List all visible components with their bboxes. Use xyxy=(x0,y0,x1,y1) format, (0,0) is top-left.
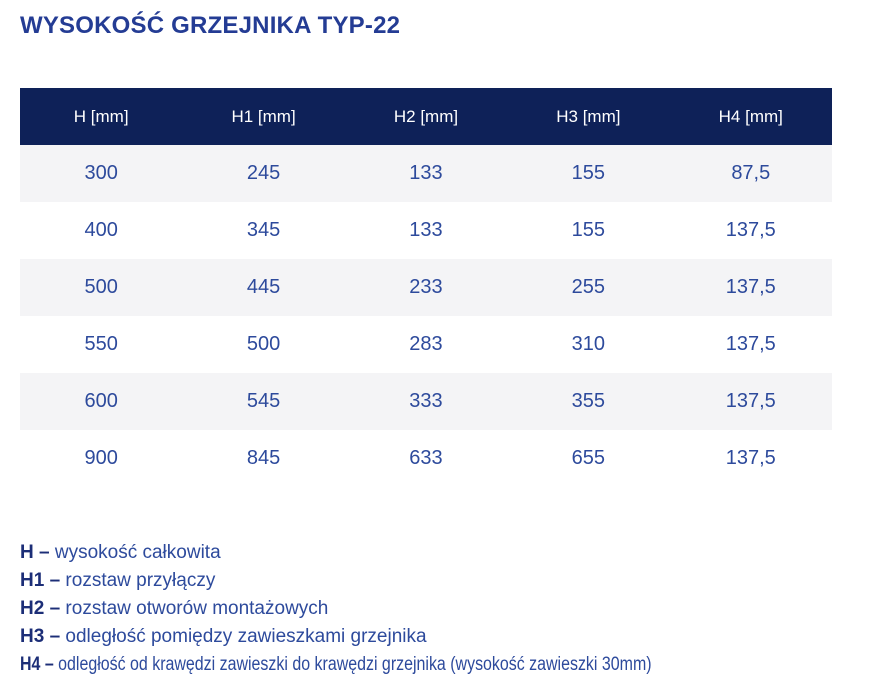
table-cell: 845 xyxy=(246,447,281,469)
table-row: 550 500 283 310 137,5 xyxy=(20,316,832,373)
table-cell: 333 xyxy=(409,390,443,412)
legend-definition: rozstaw otworów montażowych xyxy=(65,598,329,619)
table-cell: 633 xyxy=(409,447,443,469)
table-cell: 900 xyxy=(84,447,118,469)
table-cell: 155 xyxy=(571,162,606,184)
table-row: 400 345 133 155 137,5 xyxy=(20,202,832,259)
legend-term: H2 – xyxy=(20,598,61,619)
column-header-h: H [mm] xyxy=(73,106,129,126)
table-cell: 245 xyxy=(246,162,281,184)
table-cell: 137,5 xyxy=(725,390,776,412)
column-header-h2: H2 [mm] xyxy=(393,106,459,126)
legend-term: H3 – xyxy=(20,626,61,647)
column-header-h4: H4 [mm] xyxy=(718,106,783,126)
table-cell: 500 xyxy=(84,276,118,298)
table-cell: 550 xyxy=(84,333,118,355)
table-cell: 133 xyxy=(409,162,443,184)
table-cell: 355 xyxy=(571,390,606,412)
table-row: 600 545 333 355 137,5 xyxy=(20,373,832,430)
table-row: 500 445 233 255 137,5 xyxy=(20,259,832,316)
table-row: 900 845 633 655 137,5 xyxy=(20,430,832,487)
legend-item: H4 – odległość od krawędzi zawieszki do … xyxy=(20,651,652,679)
table-cell: 133 xyxy=(409,219,443,241)
table-cell: 137,5 xyxy=(725,333,776,355)
legend-item: H3 – odległość pomiędzy zawieszkami grze… xyxy=(20,623,870,651)
table-cell: 255 xyxy=(571,276,606,298)
table-cell: 600 xyxy=(84,390,118,412)
table-cell: 155 xyxy=(571,219,606,241)
dimensions-table: H [mm] H1 [mm] H2 [mm] H3 [mm] H4 [mm] 3… xyxy=(20,88,832,487)
legend-definition: odległość pomiędzy zawieszkami grzejnika xyxy=(65,626,427,647)
table-cell: 655 xyxy=(571,447,606,469)
table-cell: 137,5 xyxy=(725,447,776,469)
table-cell: 545 xyxy=(246,390,281,412)
table-cell: 310 xyxy=(571,333,606,355)
legend-definition: odległość od krawędzi zawieszki do krawę… xyxy=(58,654,652,675)
table-cell: 137,5 xyxy=(725,276,776,298)
page-title: WYSOKOŚĆ GRZEJNIKA TYP-22 xyxy=(20,12,401,39)
column-header-h1: H1 [mm] xyxy=(231,106,296,126)
table-cell: 400 xyxy=(84,219,118,241)
table-body: 300 245 133 155 87,5 400 345 133 155 137… xyxy=(20,145,832,487)
table-cell: 445 xyxy=(246,276,281,298)
column-header-h3: H3 [mm] xyxy=(556,106,621,126)
header-row: H [mm] H1 [mm] H2 [mm] H3 [mm] H4 [mm] xyxy=(20,88,832,145)
table-cell: 345 xyxy=(246,219,281,241)
table-cell: 283 xyxy=(409,333,443,355)
table-cell: 500 xyxy=(246,333,281,355)
table-cell: 233 xyxy=(409,276,443,298)
legend-definition: wysokość całkowita xyxy=(54,542,221,563)
table-cell: 137,5 xyxy=(725,219,776,241)
table-row: 300 245 133 155 87,5 xyxy=(20,145,832,202)
legend: H – wysokość całkowita H1 – rozstaw przy… xyxy=(0,539,870,679)
legend-term: H – xyxy=(20,542,50,563)
legend-definition: rozstaw przyłączy xyxy=(65,570,216,591)
legend-item: H1 – rozstaw przyłączy xyxy=(20,567,870,595)
table-cell: 300 xyxy=(84,162,118,184)
legend-item: H2 – rozstaw otworów montażowych xyxy=(20,595,870,623)
table-header: H [mm] H1 [mm] H2 [mm] H3 [mm] H4 [mm] xyxy=(20,88,832,145)
table-cell: 87,5 xyxy=(731,162,771,184)
legend-item: H – wysokość całkowita xyxy=(20,539,870,567)
legend-term: H4 – xyxy=(20,654,54,675)
legend-term: H1 – xyxy=(20,570,61,591)
content-area: WYSOKOŚĆ GRZEJNIKA TYP-22 H [mm] H1 [mm]… xyxy=(20,12,832,487)
